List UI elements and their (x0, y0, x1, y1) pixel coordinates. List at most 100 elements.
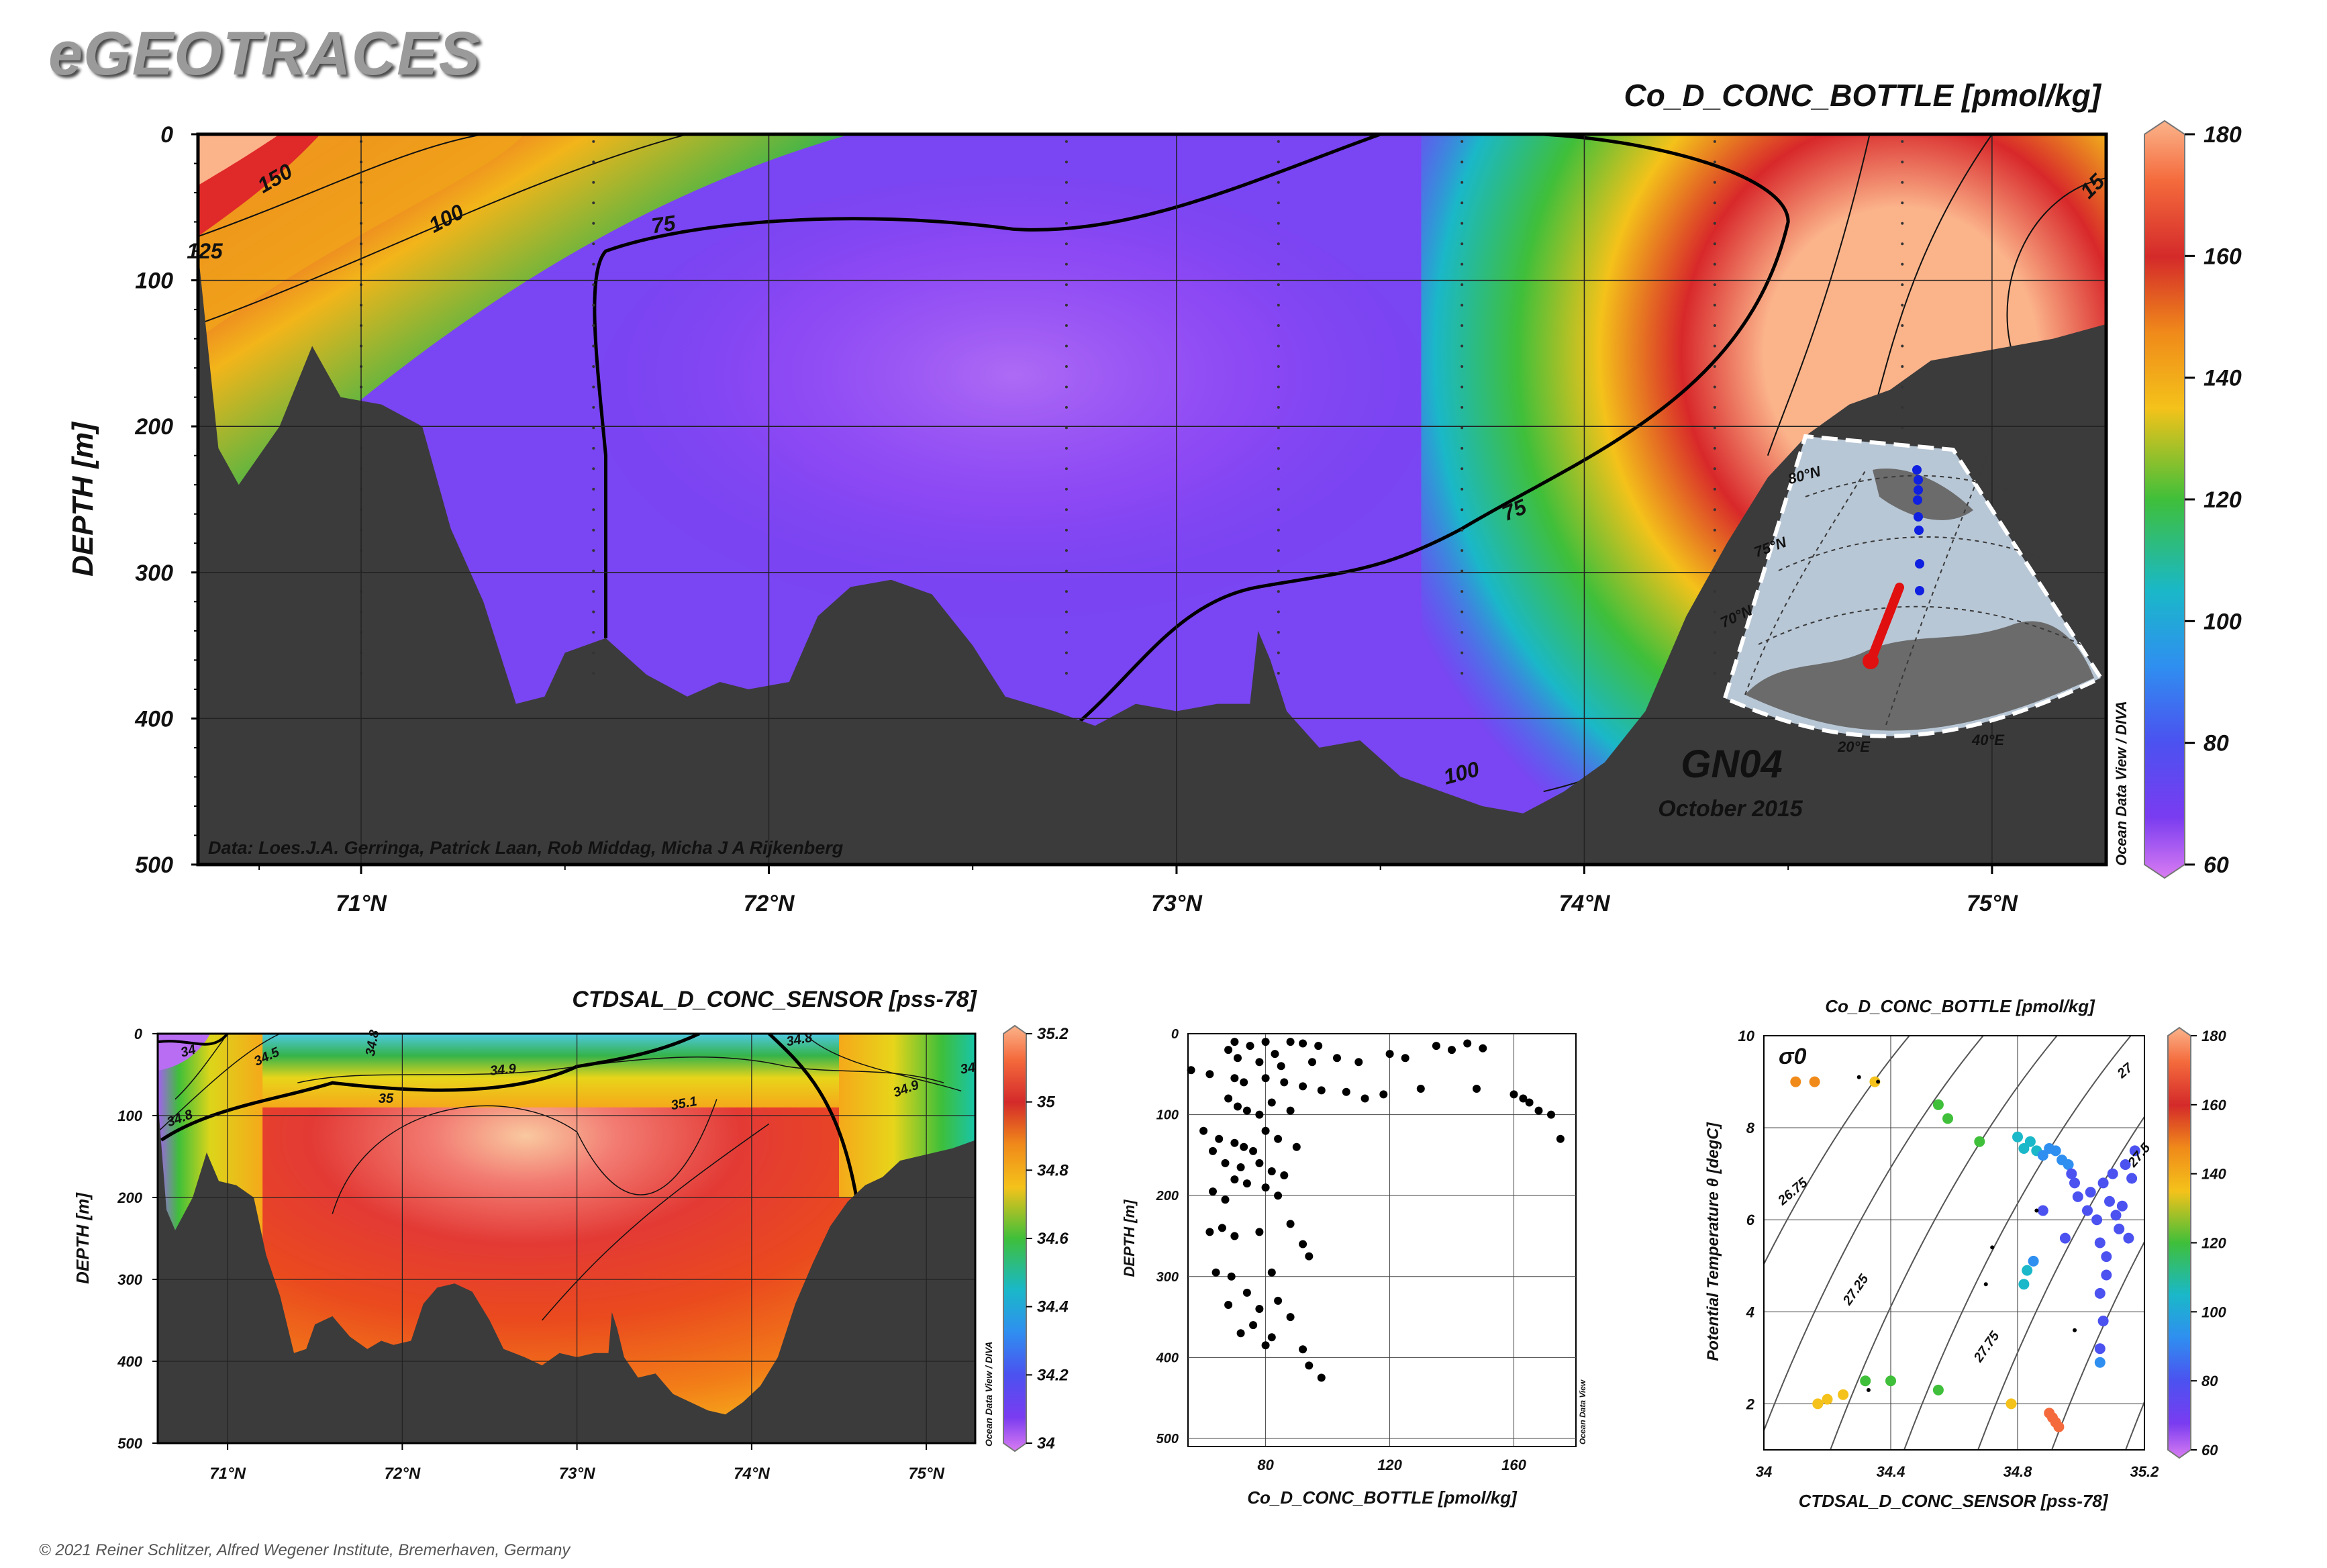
station-sample-dot (1277, 324, 1280, 328)
sal-colorbar (1003, 1024, 1027, 1453)
profile-point (1271, 1050, 1279, 1059)
ts-point (2018, 1279, 2030, 1290)
ts-point (2107, 1168, 2118, 1179)
station-sample-dot (1277, 242, 1280, 246)
co-colorbar-label: 60 (2204, 852, 2229, 878)
sal-y-tick-label: 300 (117, 1271, 142, 1288)
station-sample-dot (1277, 140, 1280, 143)
station-sample-dot (1460, 364, 1464, 368)
ts-point (2126, 1173, 2138, 1184)
station-sample-dot (1460, 283, 1464, 287)
station-sample-dot (592, 324, 595, 328)
station-sample-dot (592, 590, 595, 593)
station-sample-dot (1065, 610, 1068, 614)
station-sample-dot (592, 262, 595, 266)
station-sample-dot (1713, 487, 1716, 491)
ts-point (2101, 1269, 2112, 1281)
co-y-tick-label: 400 (134, 706, 173, 732)
profile-point (1224, 1301, 1233, 1309)
profile-point (1246, 1042, 1254, 1050)
profile-point (1249, 1146, 1258, 1155)
contour-line (175, 1034, 228, 1100)
station-sample-dot (1065, 364, 1068, 368)
ts-point (2101, 1251, 2112, 1263)
station-sample-dot (1713, 528, 1716, 532)
ts-point (1932, 1384, 1944, 1395)
co-x-tick-label: 73°N (1151, 891, 1203, 916)
sal-x-tick-label: 71°N (209, 1465, 246, 1483)
profile-point (1215, 1134, 1224, 1143)
sal-section-plot (158, 1034, 975, 1443)
station-sample-dot (1713, 262, 1716, 266)
profile-point (1342, 1087, 1350, 1096)
co-x-tick-label: 75°N (1967, 891, 2018, 916)
profile-point (1286, 1038, 1295, 1046)
station-sample-dot (1713, 405, 1716, 409)
profile-point (1242, 1179, 1251, 1188)
profile-point (1305, 1361, 1314, 1370)
profile-point (1354, 1058, 1363, 1067)
station-sample-dot (1713, 426, 1716, 430)
ts-isopycnals (1764, 1036, 2144, 1450)
station-sample-dot (1277, 262, 1280, 266)
station-sample-dot (1460, 569, 1464, 573)
sal-y-tick-label: 500 (117, 1435, 142, 1452)
profile-point (1255, 1305, 1264, 1313)
station-sample-dot (1065, 283, 1068, 287)
ts-y-tick-label: 6 (1746, 1212, 1755, 1228)
ts-point (2069, 1177, 2080, 1189)
co-colorbar-label: 160 (2204, 244, 2242, 269)
ts-colorbar-label: 140 (2201, 1166, 2226, 1183)
profile-point (1267, 1098, 1276, 1107)
sal-grid (158, 1034, 975, 1443)
profile-point (1224, 1094, 1233, 1103)
station-sample-dot (1713, 283, 1716, 287)
station-sample-dot (1901, 405, 1904, 409)
station-sample-dot (592, 610, 595, 614)
ts-y-tick-label: 2 (1746, 1395, 1755, 1412)
profile-point (1227, 1272, 1236, 1281)
station-sample-dot (1065, 549, 1068, 552)
profile-point (1556, 1134, 1565, 1143)
profile-point (1255, 1058, 1264, 1067)
station-sample-dot (1901, 364, 1904, 368)
ts-point (2091, 1214, 2103, 1226)
profile-point (1267, 1268, 1276, 1277)
station-sample-dot (1460, 446, 1464, 450)
profile-point (1292, 1142, 1301, 1151)
station-sample-dot (1277, 590, 1280, 593)
profile-point (1211, 1268, 1220, 1277)
station-sample-dot (1460, 201, 1464, 205)
profile-point (1209, 1146, 1217, 1155)
profile-point (1274, 1296, 1283, 1305)
station-sample-dot (1277, 364, 1280, 368)
ts-point (2110, 1210, 2122, 1221)
profile-point (1448, 1046, 1456, 1055)
ts-point (2085, 1187, 2096, 1198)
station-sample-dot (1901, 160, 1904, 164)
inset-graticule (1758, 605, 2081, 645)
ts-background (1764, 1036, 2144, 1450)
contour-line (198, 134, 484, 238)
co-bathymetry (198, 251, 2106, 865)
station-sample-dot (592, 549, 595, 552)
inset-graticule-label: 20°E (1837, 738, 1871, 755)
station-sample-dot (1065, 344, 1068, 348)
ts-x-tick-label: 34 (1756, 1463, 1772, 1480)
ts-point (2082, 1205, 2093, 1216)
ts-x-tick-label: 35.2 (2130, 1463, 2160, 1480)
inset-map (1722, 434, 2104, 738)
station-sample-dot (1277, 283, 1280, 287)
inset-station-dot (1915, 586, 1924, 595)
co-contour-label: 75 (650, 211, 677, 238)
station-sample-dot (1713, 324, 1716, 328)
sal-colorbar-label: 34.8 (1037, 1161, 1069, 1179)
station-sample-dot (1065, 385, 1068, 389)
ts-colorbar-label: 60 (2201, 1442, 2218, 1459)
station-sample-dot (592, 631, 595, 634)
station-sample-dot (1065, 181, 1068, 184)
ts-plot-frame (1763, 1035, 2145, 1451)
ts-colorbar-label: 100 (2201, 1304, 2226, 1320)
sal-contour-label: 35 (379, 1091, 394, 1106)
profile-point (1308, 1058, 1316, 1067)
